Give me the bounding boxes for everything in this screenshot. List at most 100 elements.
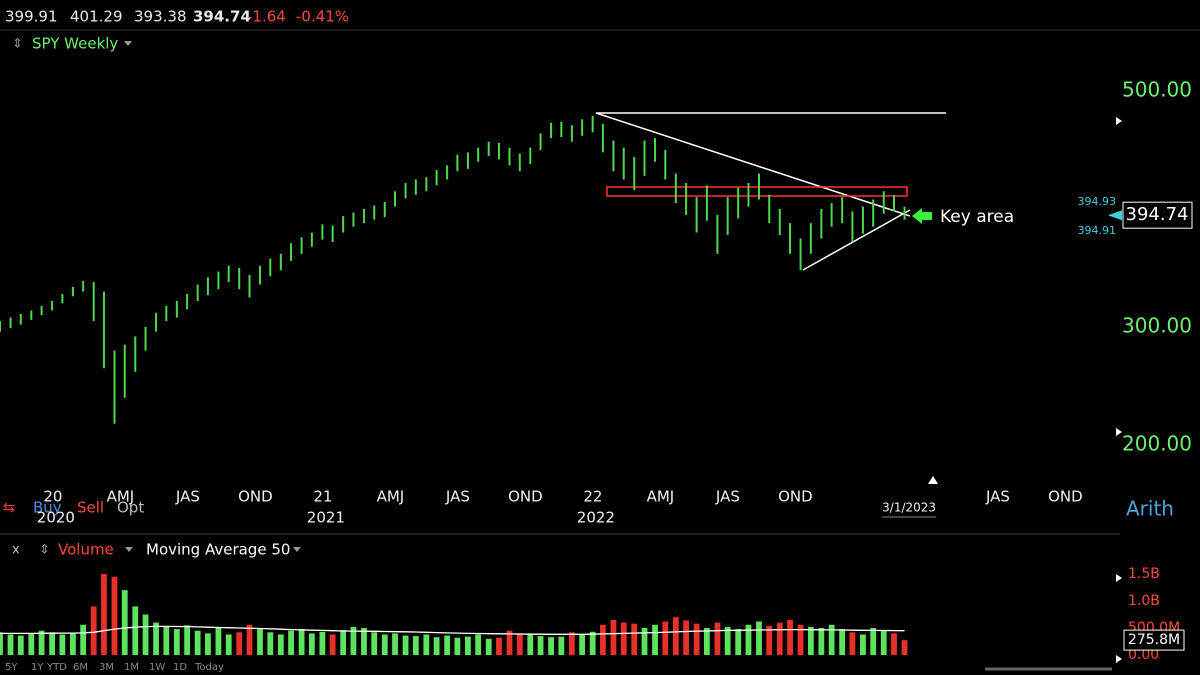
descending-trendline — [595, 112, 911, 217]
volume-bar — [433, 637, 440, 655]
volume-bar — [59, 634, 66, 655]
volume-tick-label: 0.00 — [1128, 647, 1159, 663]
y-tick-label: 300.00 — [1122, 313, 1192, 337]
volume-bar — [703, 627, 710, 655]
volume-bar — [641, 627, 648, 655]
x-tick-label: JAS — [445, 488, 470, 506]
x-tick-label: 21 — [313, 488, 332, 506]
volume-bar — [714, 622, 721, 655]
x-tick-label: AMJ — [647, 488, 675, 506]
move-icon[interactable]: ⇕ — [12, 37, 23, 52]
volume-bar — [371, 632, 378, 655]
range-button[interactable]: 3M — [99, 662, 114, 673]
legend-dropdown[interactable] — [293, 547, 301, 552]
volume-bar — [787, 619, 793, 655]
volume-bar — [70, 633, 76, 655]
volume-bar — [652, 624, 658, 655]
volume-bar — [288, 630, 294, 655]
volume-bar — [90, 606, 97, 655]
title-dropdown[interactable] — [124, 41, 132, 46]
volume-bar — [818, 627, 825, 655]
volume-bar — [38, 630, 45, 655]
high-price: 401.29 — [70, 8, 123, 26]
volume-bar — [516, 634, 523, 655]
x-tick-label: JAS — [175, 488, 200, 506]
close-pane[interactable]: x — [12, 543, 20, 558]
sell-button[interactable]: Sell — [77, 499, 104, 517]
volume-bar — [340, 630, 347, 655]
options-button[interactable]: Opt — [117, 499, 144, 517]
volume-bar — [454, 637, 461, 655]
volume-bar — [194, 630, 201, 655]
legend-moving-average[interactable]: Moving Average 50 — [146, 541, 290, 559]
volume-bar — [361, 627, 367, 655]
volume-bar — [766, 625, 773, 655]
volume-bar — [579, 634, 586, 655]
axis-marker — [1116, 117, 1122, 125]
volume-bar — [153, 622, 159, 655]
range-button[interactable]: Today — [194, 662, 224, 673]
volume-bar — [423, 634, 430, 655]
bid-label: 394.91 — [1078, 224, 1117, 237]
legend-dropdown[interactable] — [125, 547, 133, 552]
volume-bar — [7, 634, 14, 655]
scale-label[interactable]: Arith — [1126, 497, 1174, 521]
volume-bar — [485, 638, 492, 655]
axis-marker — [1116, 428, 1122, 436]
volume-bar — [901, 640, 908, 655]
x-tick-label: OND — [1048, 488, 1083, 506]
volume-bar — [329, 634, 336, 655]
volume-bar — [558, 636, 565, 655]
resistance-zone — [606, 186, 908, 197]
range-button[interactable]: 1D — [173, 662, 187, 673]
range-button[interactable]: YTD — [46, 662, 67, 673]
volume-bar — [101, 573, 107, 655]
volume-bar — [49, 632, 56, 655]
volume-bar — [568, 632, 575, 655]
chart-title[interactable]: SPY Weekly — [32, 35, 118, 53]
volume-bar — [173, 629, 180, 655]
scroll-marker[interactable] — [928, 476, 938, 484]
volume-bar — [745, 624, 752, 655]
x-year-label: 2022 — [577, 509, 615, 527]
volume-tick-label: 1.0B — [1128, 593, 1160, 609]
range-button[interactable]: 5Y — [5, 662, 18, 673]
volume-bar — [828, 624, 835, 655]
volume-bar — [319, 631, 326, 655]
volume-bar — [215, 627, 222, 655]
volume-bar — [807, 626, 814, 655]
volume-bar — [735, 629, 742, 655]
axis-marker — [1116, 574, 1122, 582]
volume-bar — [600, 624, 606, 655]
volume-bar — [610, 619, 617, 655]
volume-bar — [412, 636, 419, 655]
ask-label: 394.93 — [1078, 195, 1117, 208]
volume-bar — [620, 622, 627, 655]
x-year-label: 2020 — [37, 509, 75, 527]
legend-volume[interactable]: Volume — [58, 541, 114, 559]
last-price-pointer — [1108, 210, 1122, 221]
volume-bar — [392, 633, 398, 655]
trade-icon[interactable]: ⇆ — [3, 500, 15, 516]
open-price: 399.91 — [5, 8, 58, 26]
range-button[interactable]: 1W — [149, 662, 165, 673]
range-button[interactable]: 6M — [73, 662, 88, 673]
volume-bar — [111, 576, 118, 655]
buy-button[interactable]: Buy — [33, 499, 62, 517]
volume-bar — [548, 637, 554, 655]
volume-bar — [402, 635, 409, 655]
volume-bar — [350, 626, 357, 655]
volume-bar — [475, 634, 482, 655]
drawings — [0, 112, 946, 424]
last-price-label: 394.74 — [1126, 204, 1189, 225]
volume-bar — [298, 629, 305, 655]
range-button[interactable]: 1M — [124, 662, 139, 673]
volume-bar — [121, 590, 128, 655]
move-icon[interactable]: ⇕ — [39, 543, 50, 558]
price-change: -1.64 — [247, 8, 286, 26]
volume-bar — [28, 633, 35, 655]
volume-bar — [236, 632, 243, 655]
x-tick-label: 20 — [43, 488, 62, 506]
range-button[interactable]: 1Y — [31, 662, 44, 673]
